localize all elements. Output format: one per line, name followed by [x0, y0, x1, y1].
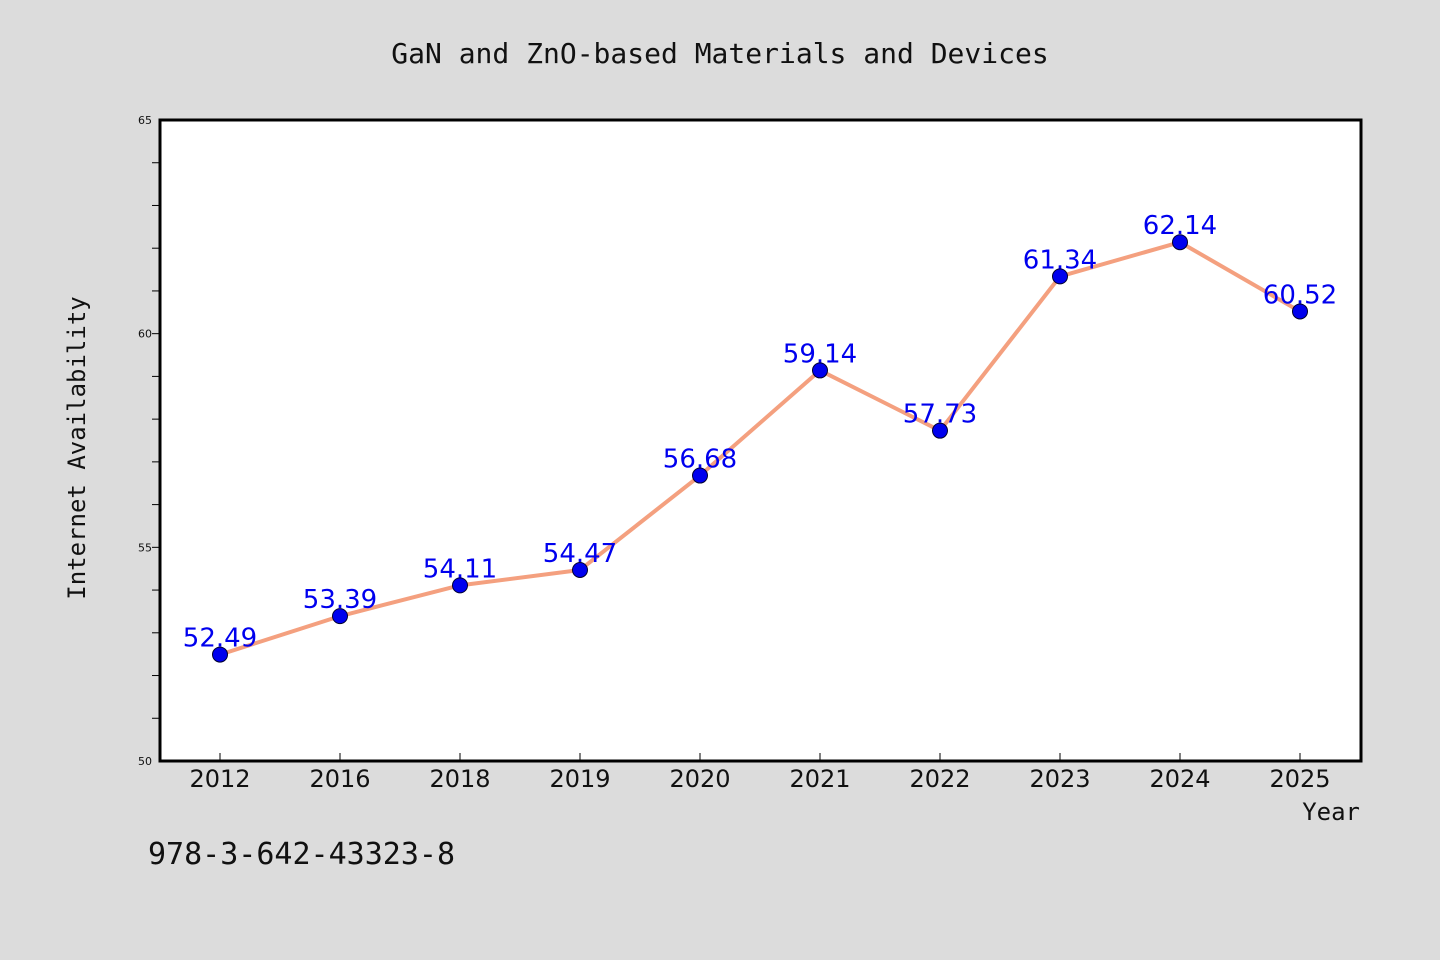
data-label: 54.47 — [543, 539, 617, 569]
data-point — [932, 422, 948, 439]
x-tick-label: 2023 — [1029, 765, 1090, 793]
y-tick-label: 60 — [138, 328, 152, 341]
data-point — [1172, 234, 1188, 251]
x-tick-label: 2024 — [1149, 765, 1210, 793]
x-tick-label: 2021 — [789, 765, 850, 793]
x-axis: 2012 2016 2018 2019 2020 2021 2022 2023 2024 2025 — [189, 753, 1331, 793]
data-point — [572, 561, 588, 578]
x-tick-label: 2016 — [309, 765, 370, 793]
x-tick-label: 2025 — [1269, 765, 1330, 793]
x-tick-label: 2018 — [429, 765, 490, 793]
isbn-text: 978-3-642-43323-8 — [148, 837, 455, 872]
data-point — [1052, 268, 1068, 285]
data-point — [1292, 303, 1308, 320]
y-axis: 50 55 60 65 — [138, 114, 160, 768]
data-series — [212, 234, 1308, 663]
y-tick-label: 50 — [138, 755, 152, 768]
data-label: 62.14 — [1143, 211, 1217, 241]
data-label: 57.73 — [903, 400, 977, 430]
x-tick-label: 2012 — [189, 765, 250, 793]
data-point — [452, 577, 468, 594]
data-label: 53.39 — [303, 585, 377, 615]
plot-area — [158, 118, 1363, 763]
data-point — [332, 608, 348, 625]
chart-title: GaN and ZnO-based Materials and Devices — [391, 37, 1048, 70]
data-label: 60.52 — [1263, 280, 1337, 310]
y-tick-label: 55 — [138, 541, 152, 554]
y-tick-label: 65 — [138, 114, 152, 127]
data-label: 59.14 — [783, 339, 857, 369]
data-point — [692, 467, 708, 484]
data-point — [812, 362, 828, 379]
data-label: 61.34 — [1023, 245, 1097, 275]
data-point — [212, 646, 228, 663]
x-axis-title: Year — [1302, 798, 1360, 826]
series-line — [219, 240, 1301, 657]
x-tick-label: 2022 — [909, 765, 970, 793]
x-tick-label: 2019 — [549, 765, 610, 793]
y-axis-title: Internet Availability — [63, 296, 91, 599]
data-label: 52.49 — [183, 624, 257, 654]
data-label: 54.11 — [423, 554, 497, 584]
data-labels: 52.49 53.39 54.11 54.47 56.68 59.14 57.73 61.34… — [183, 211, 1337, 653]
data-label: 56.68 — [663, 445, 737, 475]
x-tick-label: 2020 — [669, 765, 730, 793]
